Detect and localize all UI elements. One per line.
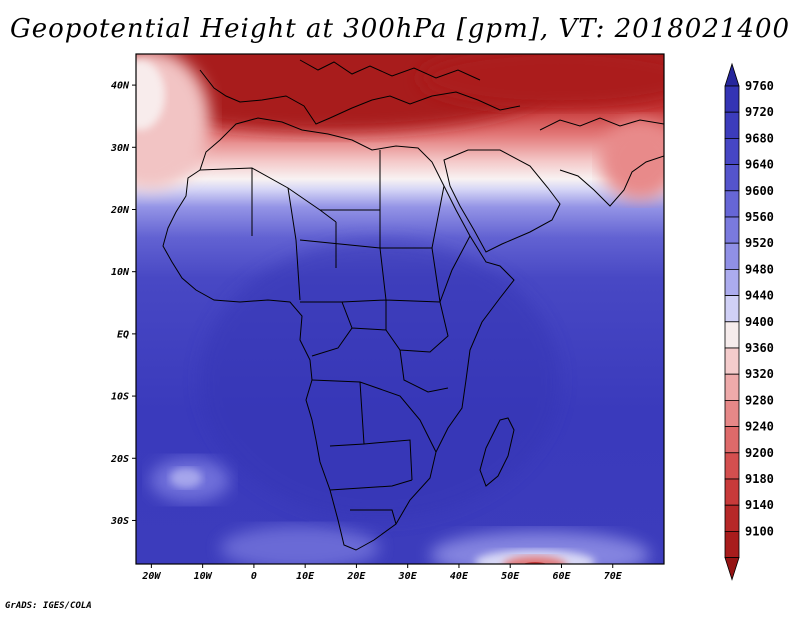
colorbar-swatch — [724, 452, 740, 480]
colorbar-swatch — [724, 216, 740, 244]
india-coastline — [559, 155, 664, 207]
y-tick-label: 20N — [110, 205, 130, 216]
colorbar-swatch — [724, 321, 740, 349]
colorbar-swatch — [724, 373, 740, 401]
colorbar-swatch — [724, 85, 740, 113]
arabia-coastline — [443, 149, 561, 253]
colorbar-label: 9400 — [745, 315, 774, 329]
map-frame — [135, 53, 665, 565]
colorbar-label: 9480 — [745, 262, 774, 276]
chart-title: Geopotential Height at 300hPa [gpm], VT:… — [9, 14, 791, 44]
colorbar-swatch — [724, 111, 740, 139]
x-axis: 20W 10W 0 10E 20E 30E 40E 50E 60E 70E — [141, 564, 623, 582]
colorbar-swatch — [724, 295, 740, 323]
x-tick-label: 20W — [141, 571, 161, 582]
x-tick-label: 10W — [194, 571, 213, 582]
colorbar-label: 9640 — [745, 158, 774, 172]
colorbar-label: 9560 — [745, 210, 774, 224]
colorbar-label: 9200 — [745, 446, 774, 460]
y-tick-label: 30N — [110, 143, 130, 154]
colorbar-label: 9760 — [745, 79, 774, 93]
height-field — [136, 54, 664, 564]
x-tick-label: 0 — [251, 571, 257, 582]
y-tick-label: 40N — [111, 81, 130, 92]
x-tick-label: 70E — [604, 571, 623, 582]
colorbar-swatch — [724, 426, 740, 454]
europe-coastline — [199, 69, 521, 125]
y-tick-label: 10S — [111, 392, 129, 403]
y-tick-label: 10N — [111, 267, 130, 278]
colorbar-top-arrow — [724, 62, 740, 87]
y-axis: 40N 30N 20N 10N EQ 10S 20S 30S — [110, 81, 136, 527]
colorbar-label: 9320 — [745, 367, 774, 381]
x-tick-label: 40E — [450, 571, 469, 582]
credit-label: GrADS: IGES/COLA — [5, 601, 92, 611]
colorbar-label: 9180 — [745, 472, 774, 486]
y-tick-label: 20S — [110, 454, 129, 465]
colorbar-label: 9680 — [745, 131, 774, 145]
colorbar-label: 9600 — [745, 184, 774, 198]
x-tick-label: 20E — [346, 571, 366, 582]
colorbar-bottom-arrow — [724, 557, 740, 581]
y-tick-label: EQ — [117, 329, 129, 340]
colorbar-label: 9240 — [745, 420, 774, 434]
colorbar-label: 9280 — [745, 393, 774, 407]
colorbar-swatch — [724, 137, 740, 165]
colorbar-swatch — [724, 531, 740, 559]
x-tick-label: 10E — [296, 571, 315, 582]
x-tick-label: 30E — [398, 571, 418, 582]
x-tick-label: 50E — [501, 571, 520, 582]
x-tick-label: 60E — [552, 571, 571, 582]
colorbar-swatch — [724, 399, 740, 427]
coastlines — [162, 59, 664, 551]
madagascar-coastline — [479, 417, 515, 487]
colorbar-swatch — [724, 478, 740, 506]
colorbar-swatch — [724, 242, 740, 270]
africa-coastline — [162, 117, 515, 551]
colorbar-label: 9520 — [745, 236, 774, 250]
colorbar-label: 9100 — [745, 524, 774, 538]
colorbar-swatch — [724, 164, 740, 192]
colorbar-label: 9440 — [745, 289, 774, 303]
colorbar-label: 9140 — [745, 498, 774, 512]
colorbar-swatch — [724, 504, 740, 532]
colorbar-swatch — [724, 347, 740, 375]
colorbar-swatch — [724, 268, 740, 296]
y-tick-label: 30S — [110, 516, 129, 527]
colorbar: 9760 9720 9680 9640 9600 9560 9520 9480 9440 9400… — [724, 62, 774, 581]
colorbar-label: 9720 — [745, 105, 774, 119]
colorbar-swatch — [724, 190, 740, 218]
colorbar-label: 9360 — [745, 341, 774, 355]
